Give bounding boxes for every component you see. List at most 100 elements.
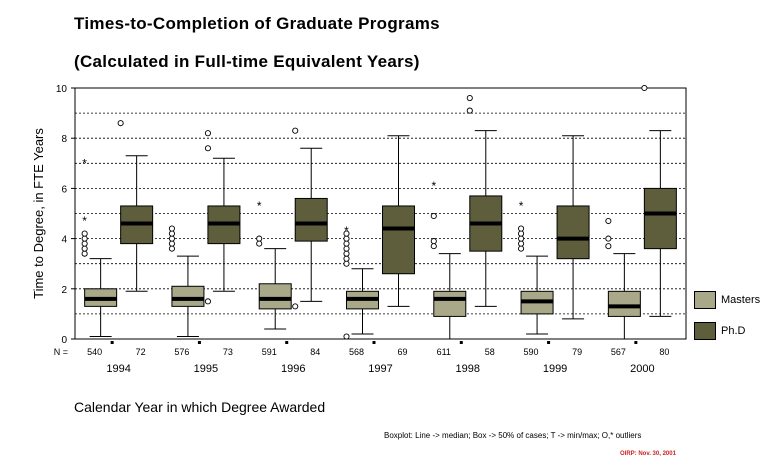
- outlier-circle: [81, 230, 88, 237]
- outlier-circle: [518, 240, 525, 247]
- outlier-circle: [343, 230, 350, 237]
- outlier-circle: [518, 245, 525, 252]
- outlier-circle: [81, 240, 88, 247]
- outlier-circle: [204, 298, 211, 305]
- n-count: 591: [262, 347, 277, 357]
- outlier-circle: [168, 230, 175, 237]
- outlier-circle: [204, 130, 211, 137]
- n-count: 576: [174, 347, 189, 357]
- outlier-circle: [641, 84, 648, 92]
- n-count: 72: [136, 347, 146, 357]
- x-tick-label: 1997: [368, 363, 392, 375]
- outlier-star: *: [344, 224, 349, 238]
- outlier-star: *: [519, 199, 524, 213]
- legend-label-phd: Ph.D: [721, 325, 746, 337]
- box-phd: [294, 197, 328, 242]
- footnote: Boxplot: Line -> median; Box -> 50% of c…: [384, 431, 642, 440]
- outlier-circle: [518, 230, 525, 237]
- outlier-circle: [117, 120, 124, 127]
- outlier-circle: [343, 245, 350, 252]
- y-tick-label: 4: [61, 235, 67, 246]
- n-count: 540: [87, 347, 102, 357]
- chart-title: Times-to-Completion of Graduate Programs: [74, 14, 440, 33]
- n-marker: [547, 341, 551, 344]
- outlier-circle: [430, 243, 437, 250]
- outlier-circle: [292, 303, 299, 310]
- outlier-circle: [343, 260, 350, 267]
- legend-swatch-masters: [694, 291, 716, 309]
- n-count: 79: [572, 347, 582, 357]
- outlier-circle: [430, 238, 437, 245]
- legend-item-masters: Masters: [694, 291, 774, 311]
- outlier-circle: [256, 240, 263, 247]
- y-tick-label: 0: [61, 335, 67, 346]
- y-tick-label: 6: [61, 184, 67, 195]
- box-phd: [556, 205, 590, 260]
- n-count: 73: [223, 347, 233, 357]
- n-count: 84: [310, 347, 320, 357]
- outlier-circle: [168, 225, 175, 232]
- y-axis-label: Time to Degree, in FTE Years: [31, 128, 46, 299]
- n-marker: [197, 341, 201, 344]
- outlier-circle: [430, 212, 437, 220]
- x-axis-label: Calendar Year in which Degree Awarded: [74, 399, 326, 415]
- outlier-circle: [204, 145, 211, 152]
- n-count: 590: [524, 347, 539, 357]
- y-tick-label: 10: [56, 84, 68, 95]
- outlier-circle: [81, 235, 88, 242]
- legend-swatch-phd: [694, 322, 716, 340]
- x-tick-label: 1998: [456, 363, 480, 375]
- plot-frame: [74, 87, 687, 340]
- n-count: 69: [397, 347, 407, 357]
- n-count: 611: [437, 347, 451, 357]
- x-tick-label: 1999: [543, 363, 567, 375]
- outlier-circle: [168, 240, 175, 247]
- x-tick-label: 2000: [630, 363, 654, 375]
- outlier-circle: [168, 245, 175, 252]
- legend-label-masters: Masters: [721, 294, 761, 306]
- outlier-star: *: [82, 214, 87, 228]
- n-marker: [459, 341, 463, 344]
- n-count: 58: [485, 347, 495, 357]
- box-phd: [382, 205, 415, 275]
- outlier-circle: [343, 333, 350, 340]
- outlier-circle: [292, 127, 299, 134]
- box-masters: [171, 285, 205, 307]
- x-tick-label: 1994: [106, 363, 130, 375]
- outlier-star: *: [431, 179, 436, 193]
- x-tick-label: 1995: [194, 363, 218, 375]
- box-masters: [433, 290, 467, 317]
- y-tick-label: 2: [61, 285, 67, 296]
- outlier-circle: [343, 255, 350, 262]
- n-label: N =: [54, 347, 68, 357]
- box-phd: [643, 187, 677, 250]
- outlier-circle: [605, 243, 612, 250]
- outlier-circle: [256, 235, 263, 242]
- outlier-circle: [466, 107, 473, 114]
- outlier-circle: [605, 235, 612, 242]
- x-tick-label: 1996: [281, 363, 305, 375]
- outlier-circle: [81, 245, 88, 252]
- box-masters: [258, 283, 292, 310]
- outlier-circle: [343, 250, 350, 257]
- n-count: 567: [611, 347, 626, 357]
- outlier-circle: [518, 235, 525, 242]
- credit-line: OIRP: Nov. 30, 2001: [620, 451, 676, 457]
- n-count: 80: [659, 347, 669, 357]
- n-count: 568: [349, 347, 364, 357]
- outlier-circle: [81, 250, 88, 257]
- n-marker: [110, 341, 114, 344]
- box-masters: [607, 290, 641, 317]
- n-marker: [372, 341, 376, 344]
- outlier-circle: [518, 225, 525, 232]
- legend-item-phd: Ph.D: [694, 322, 774, 342]
- n-marker: [634, 341, 638, 344]
- chart-subtitle: (Calculated in Full-time Equivalent Year…: [74, 52, 420, 71]
- outlier-circle: [343, 240, 350, 247]
- y-tick-label: 8: [61, 134, 67, 145]
- outlier-circle: [466, 94, 473, 102]
- outlier-star: *: [82, 156, 87, 170]
- outlier-circle: [605, 217, 612, 225]
- n-marker: [285, 341, 289, 344]
